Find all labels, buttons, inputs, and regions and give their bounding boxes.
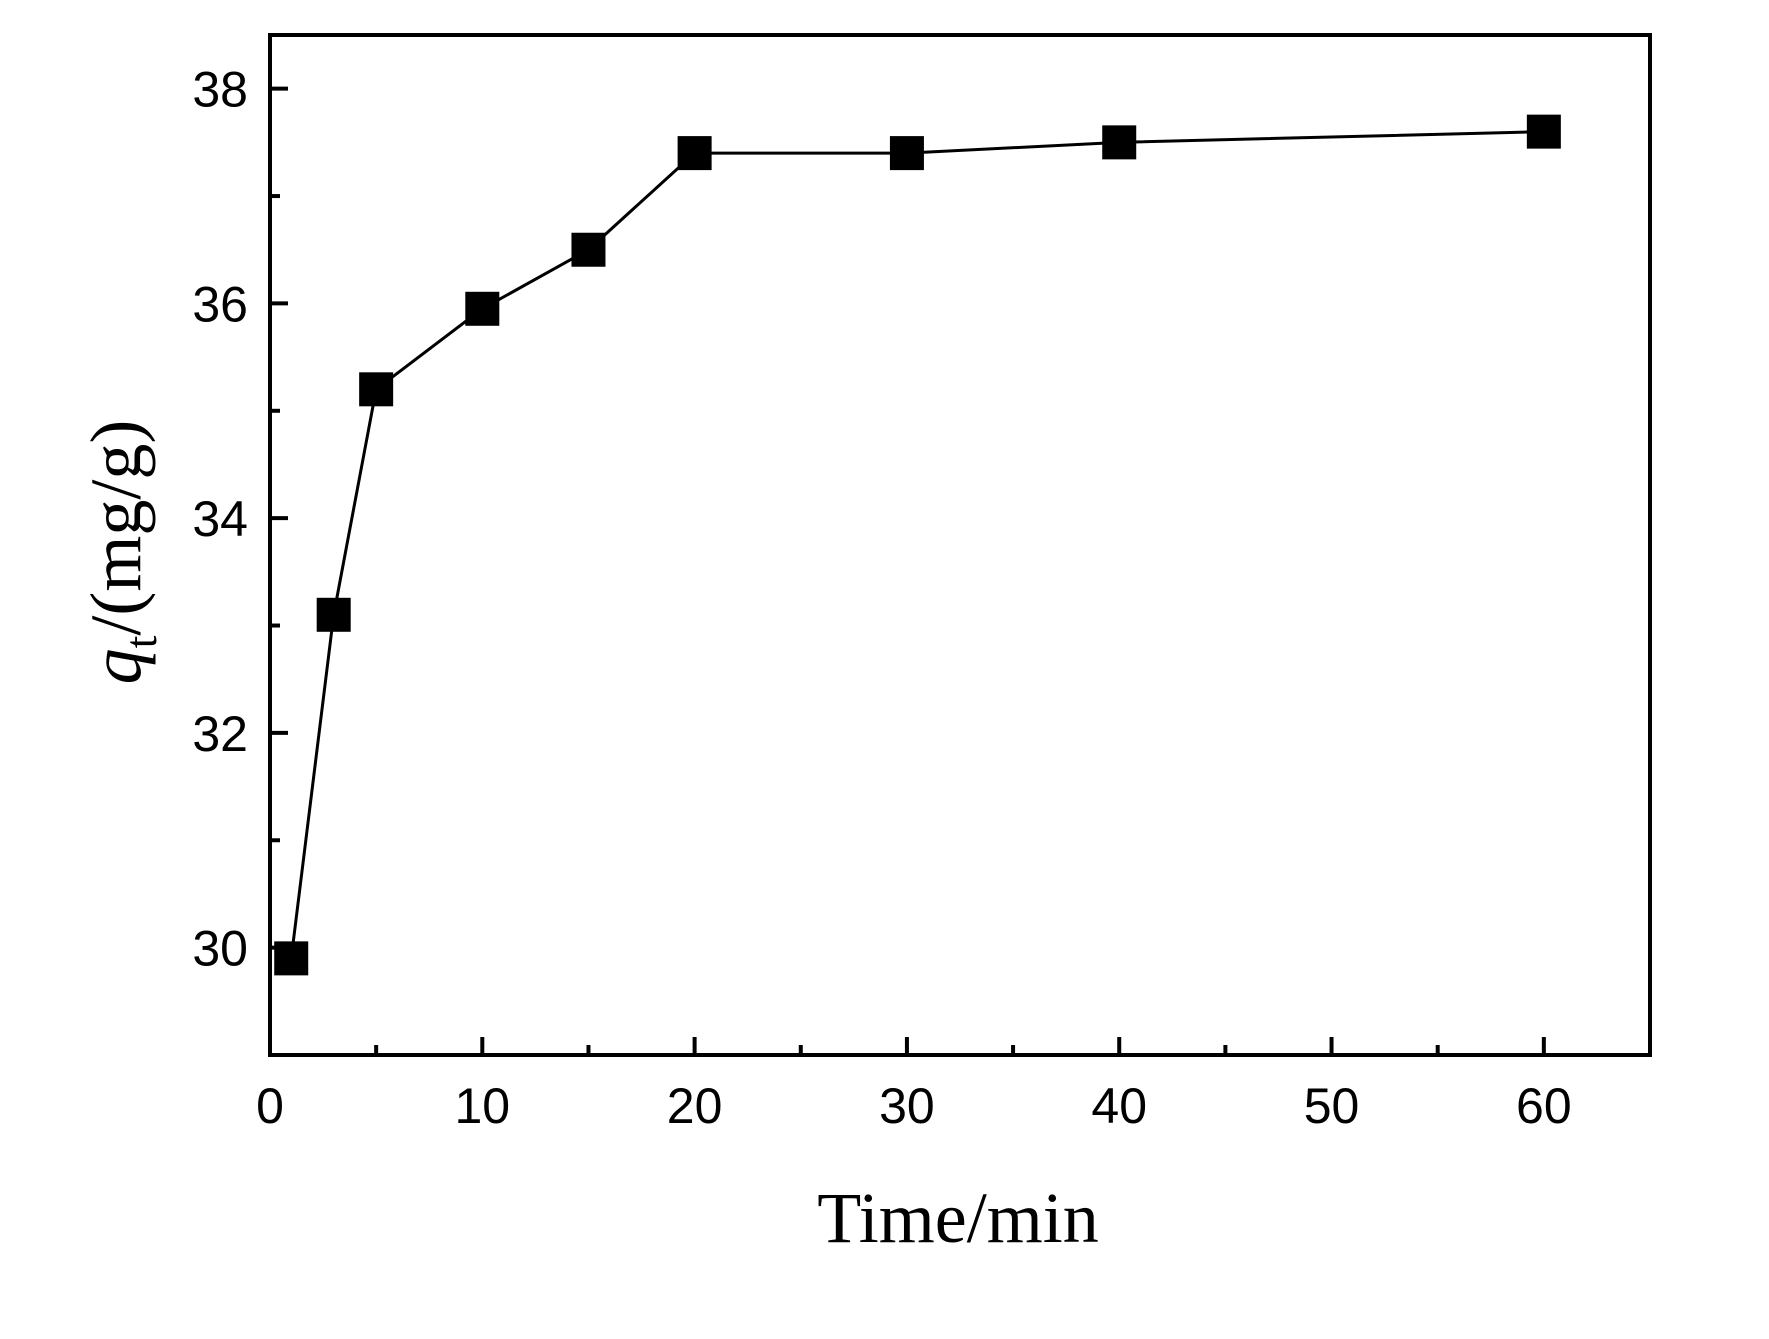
y-axis-title-symbol: q — [76, 648, 156, 684]
y-tick-label: 30 — [192, 921, 248, 977]
x-tick-label: 60 — [1516, 1078, 1572, 1134]
x-tick-label: 0 — [256, 1078, 284, 1134]
y-axis-title: qt/(mg/g) — [76, 420, 166, 685]
plot-frame — [268, 33, 1652, 1057]
x-tick-label: 30 — [879, 1078, 935, 1134]
data-point-marker — [316, 597, 351, 632]
y-tick-label: 34 — [192, 491, 248, 547]
x-tick-label: 20 — [667, 1078, 723, 1134]
data-point-marker — [274, 941, 309, 976]
y-axis-title-subscript: t — [115, 635, 166, 648]
data-point-marker — [677, 136, 712, 171]
data-point-marker — [1102, 125, 1137, 160]
y-tick-label: 38 — [192, 62, 248, 118]
x-tick-label: 10 — [454, 1078, 510, 1134]
y-axis-title-unit: /(mg/g) — [76, 420, 156, 636]
x-axis-title: Time/min — [817, 1178, 1098, 1258]
data-point-marker — [889, 136, 924, 171]
tick-label-group: 0 10 20 30 40 50 60 30 32 34 36 38 — [192, 62, 1571, 1134]
data-point-marker — [1526, 114, 1561, 149]
x-tick-label: 50 — [1304, 1078, 1360, 1134]
y-tick-label: 32 — [192, 706, 248, 762]
data-point-marker — [359, 372, 394, 407]
series-group — [274, 114, 1561, 976]
y-tick-label: 36 — [192, 276, 248, 332]
data-point-marker — [571, 232, 606, 267]
data-point-marker — [465, 291, 500, 326]
x-tick-label: 40 — [1091, 1078, 1147, 1134]
